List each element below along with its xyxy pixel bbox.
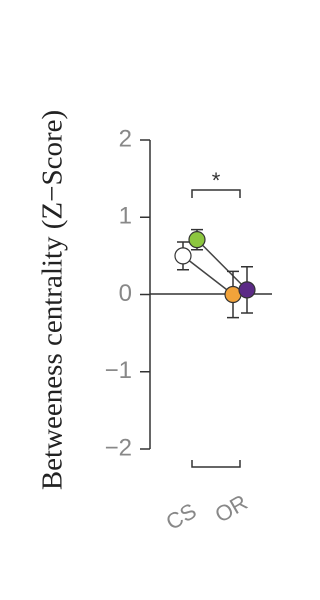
point — [188, 231, 206, 249]
chart: Betweeness centrality (Z−Score) * 2 1 0 −1 −… — [37, 110, 272, 535]
significance-bracket — [191, 189, 241, 198]
y-tick-label: 1 — [119, 203, 132, 230]
x-tick-label: CS — [162, 498, 201, 535]
y-tick-label: −1 — [105, 357, 132, 384]
y-tick-label: −2 — [105, 434, 132, 461]
connector — [182, 255, 234, 296]
point — [238, 281, 256, 299]
point — [174, 247, 192, 265]
y-tick-label: 0 — [119, 280, 132, 307]
y-tick-label: 2 — [119, 125, 132, 152]
x-bracket — [191, 460, 241, 468]
x-tick-label: OR — [211, 489, 252, 527]
y-axis-label: Betweeness centrality (Z−Score) — [37, 110, 69, 490]
connector — [196, 239, 248, 291]
significance-label: * — [212, 168, 221, 193]
